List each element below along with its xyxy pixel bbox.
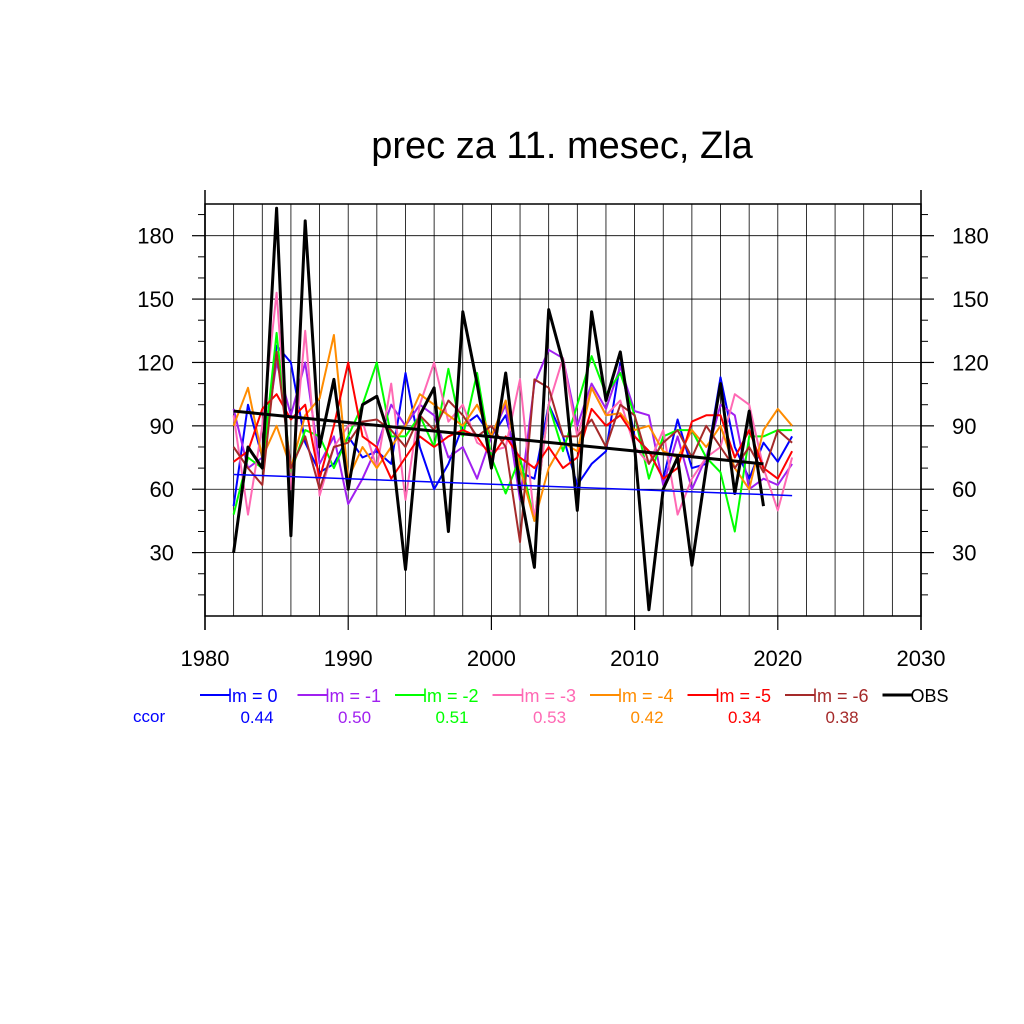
trend-line-lm-0: [233, 473, 793, 497]
legend-label-lm-5: lm = -5: [716, 686, 772, 706]
y-tick-label-right: 120: [952, 350, 989, 375]
series-line-lm-6: [232, 350, 793, 544]
y-tick-label-right: 90: [952, 414, 976, 439]
legend-label-lm-1: lm = -1: [326, 686, 382, 706]
x-tick-label: 2000: [467, 646, 516, 671]
y-tick-label-left: 120: [137, 350, 174, 375]
legend: ccor lm = 0 0.44 lm = -1 0.50 lm = -2 0.51 lm …: [133, 686, 949, 727]
y-tick-label-right: 180: [952, 224, 989, 249]
legend-label-lm-2: lm = -2: [423, 686, 479, 706]
legend-label-lm-0: lm = 0: [228, 686, 278, 706]
legend-ccor-lm-3: 0.53: [533, 708, 566, 727]
legend-label-lm-6: lm = -6: [813, 686, 869, 706]
x-tick-label: 1990: [324, 646, 373, 671]
x-tick-label: 1980: [181, 646, 230, 671]
series-line-obs: [232, 206, 765, 612]
x-tick-label: 2020: [753, 646, 802, 671]
axes: 30 30 60 60 90 90 120 120 150 150 180 180 1980 1990 20…: [137, 190, 989, 671]
legend-ccor-lm-1: 0.50: [338, 708, 371, 727]
legend-ccor-lm-5: 0.34: [728, 708, 761, 727]
y-tick-label-right: 30: [952, 541, 976, 566]
x-tick-label: 2010: [610, 646, 659, 671]
y-tick-label-left: 180: [137, 224, 174, 249]
legend-ccor-lm-2: 0.51: [435, 708, 468, 727]
ccor-label: ccor: [133, 707, 165, 726]
series-line-lm-5: [233, 361, 793, 480]
series-line-lm-3: [232, 291, 794, 522]
y-tick-label-right: 150: [952, 287, 989, 312]
legend-label-lm-3: lm = -3: [521, 686, 577, 706]
legend-ccor-lm-0: 0.44: [240, 708, 273, 727]
y-tick-label-left: 150: [137, 287, 174, 312]
y-tick-label-right: 60: [952, 477, 976, 502]
trend-lines: [233, 409, 793, 497]
y-tick-label-left: 60: [150, 477, 174, 502]
chart-title: prec za 11. mesec, Zla: [371, 125, 753, 167]
legend-label-lm-4: lm = -4: [618, 686, 674, 706]
y-tick-label-left: 30: [150, 541, 174, 566]
grid: [205, 204, 921, 616]
trend-line-obs: [233, 409, 764, 466]
legend-ccor-lm-4: 0.42: [630, 708, 663, 727]
series-lines: [232, 206, 794, 612]
y-tick-label-left: 90: [150, 414, 174, 439]
legend-label-obs: OBS: [911, 686, 949, 706]
legend-ccor-lm-6: 0.38: [825, 708, 858, 727]
x-tick-label: 2030: [897, 646, 946, 671]
